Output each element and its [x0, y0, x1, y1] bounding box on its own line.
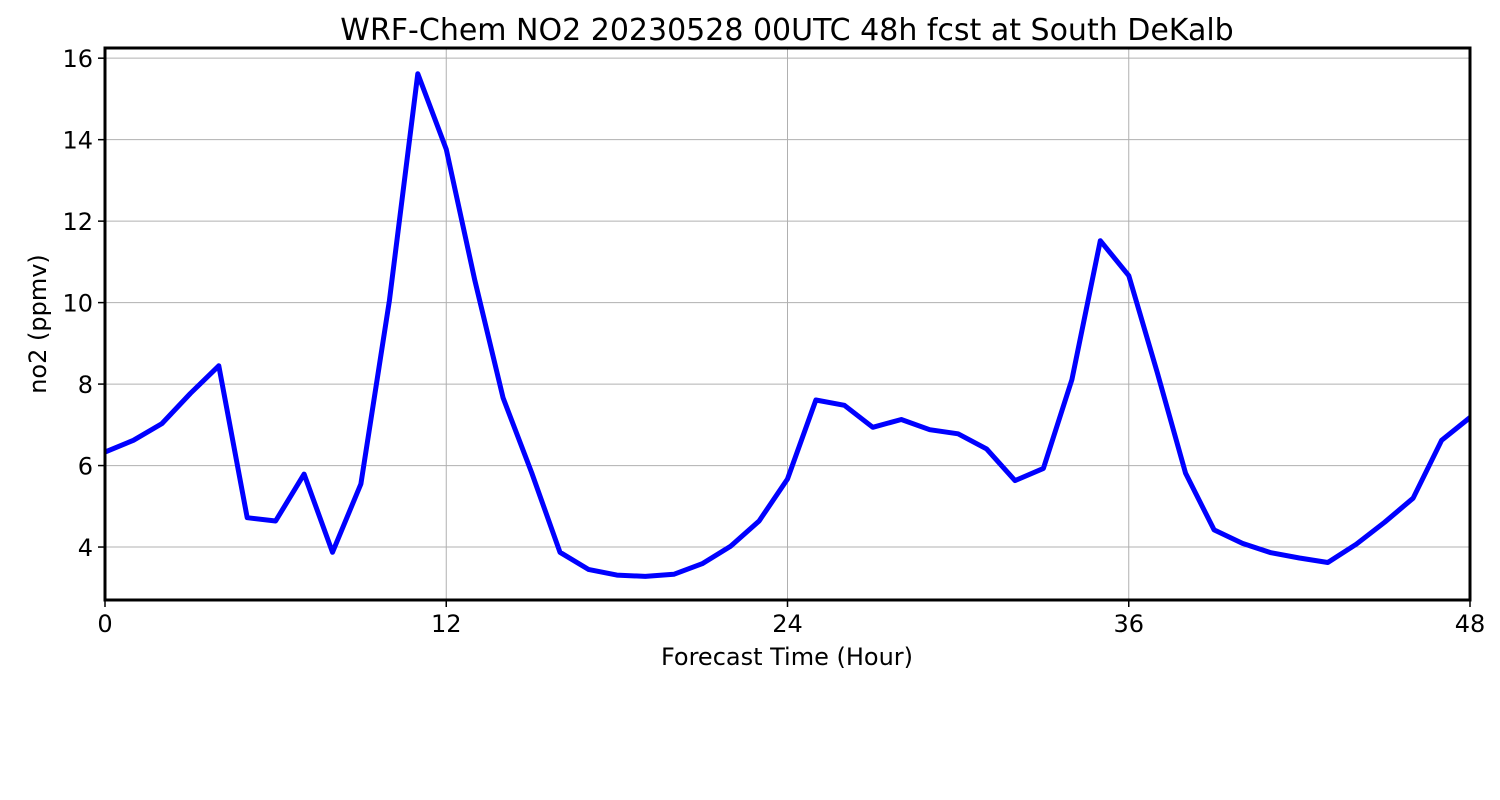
series-layer: [103, 71, 1472, 579]
no2-data-point: [331, 550, 334, 554]
no2-data-point: [501, 396, 505, 400]
no2-data-point: [1013, 479, 1017, 483]
no2-data-point: [274, 519, 278, 523]
no2-data-point: [643, 574, 647, 578]
no2-data-point: [1184, 471, 1188, 475]
no2-data-point: [586, 567, 590, 571]
x-tick-label: 24: [772, 610, 803, 638]
y-tick-label: 14: [62, 127, 93, 155]
no2-data-point: [757, 519, 761, 523]
no2-data-point: [814, 398, 818, 402]
no2-data-point: [160, 422, 164, 426]
no2-data-point: [558, 550, 562, 554]
y-tick-label: 4: [78, 534, 93, 562]
no2-data-point: [956, 432, 960, 436]
no2-data-point: [1297, 556, 1301, 560]
y-tick-label: 8: [78, 371, 93, 399]
y-tick-label: 10: [62, 290, 93, 318]
no2-data-point: [1098, 239, 1102, 243]
no2-data-point: [359, 482, 363, 486]
no2-data-point: [416, 72, 420, 76]
no2-data-point: [188, 391, 192, 395]
no2-data-point: [842, 403, 846, 407]
no2-data-point: [1440, 438, 1444, 442]
x-tick-label: 48: [1455, 610, 1486, 638]
no2-data-point: [1041, 466, 1045, 470]
no2-data-point: [1383, 520, 1387, 524]
no2-data-point: [245, 516, 249, 520]
no2-data-point: [530, 470, 534, 474]
no2-data-point: [729, 544, 733, 548]
x-tick-label: 36: [1113, 610, 1144, 638]
x-tick-label: 0: [97, 610, 112, 638]
chart-title: WRF-Chem NO2 20230528 00UTC 48h fcst at …: [340, 13, 1233, 48]
y-tick-label: 12: [62, 208, 93, 236]
no2-data-point: [131, 438, 135, 442]
axis-ticks: 0 12 24 36 48 4 6 8 10 12 14 16: [62, 45, 1485, 638]
no2-data-point: [985, 447, 989, 451]
no2-data-point: [1212, 528, 1216, 532]
no2-data-point: [302, 472, 306, 476]
no2-data-point: [473, 278, 477, 282]
no2-data-point: [899, 418, 903, 422]
grid: [104, 48, 1471, 600]
no2-data-point: [387, 299, 391, 303]
no2-data-point: [444, 147, 448, 151]
no2-data-point: [672, 572, 676, 576]
x-tick-label: 12: [431, 610, 462, 638]
no2-data-point: [700, 562, 704, 566]
no2-data-point: [1326, 561, 1330, 565]
no2-data-point: [786, 477, 789, 481]
no2-data-point: [1411, 496, 1415, 500]
no2-data-point: [1155, 370, 1159, 374]
no2-data-point: [1354, 542, 1358, 546]
no2-data-point: [1070, 378, 1074, 382]
no2-data-point: [928, 428, 932, 432]
y-tick-label: 6: [78, 453, 93, 481]
no2-data-point: [1127, 274, 1131, 278]
no2-data-point: [1269, 551, 1273, 555]
x-axis-label: Forecast Time (Hour): [661, 643, 913, 671]
no2-data-point: [615, 573, 619, 577]
no2-data-point: [871, 425, 875, 429]
y-axis-label: no2 (ppmv): [24, 254, 52, 394]
no2-data-point: [217, 364, 221, 368]
y-tick-label: 16: [62, 45, 93, 73]
no2-data-point: [1241, 541, 1244, 545]
